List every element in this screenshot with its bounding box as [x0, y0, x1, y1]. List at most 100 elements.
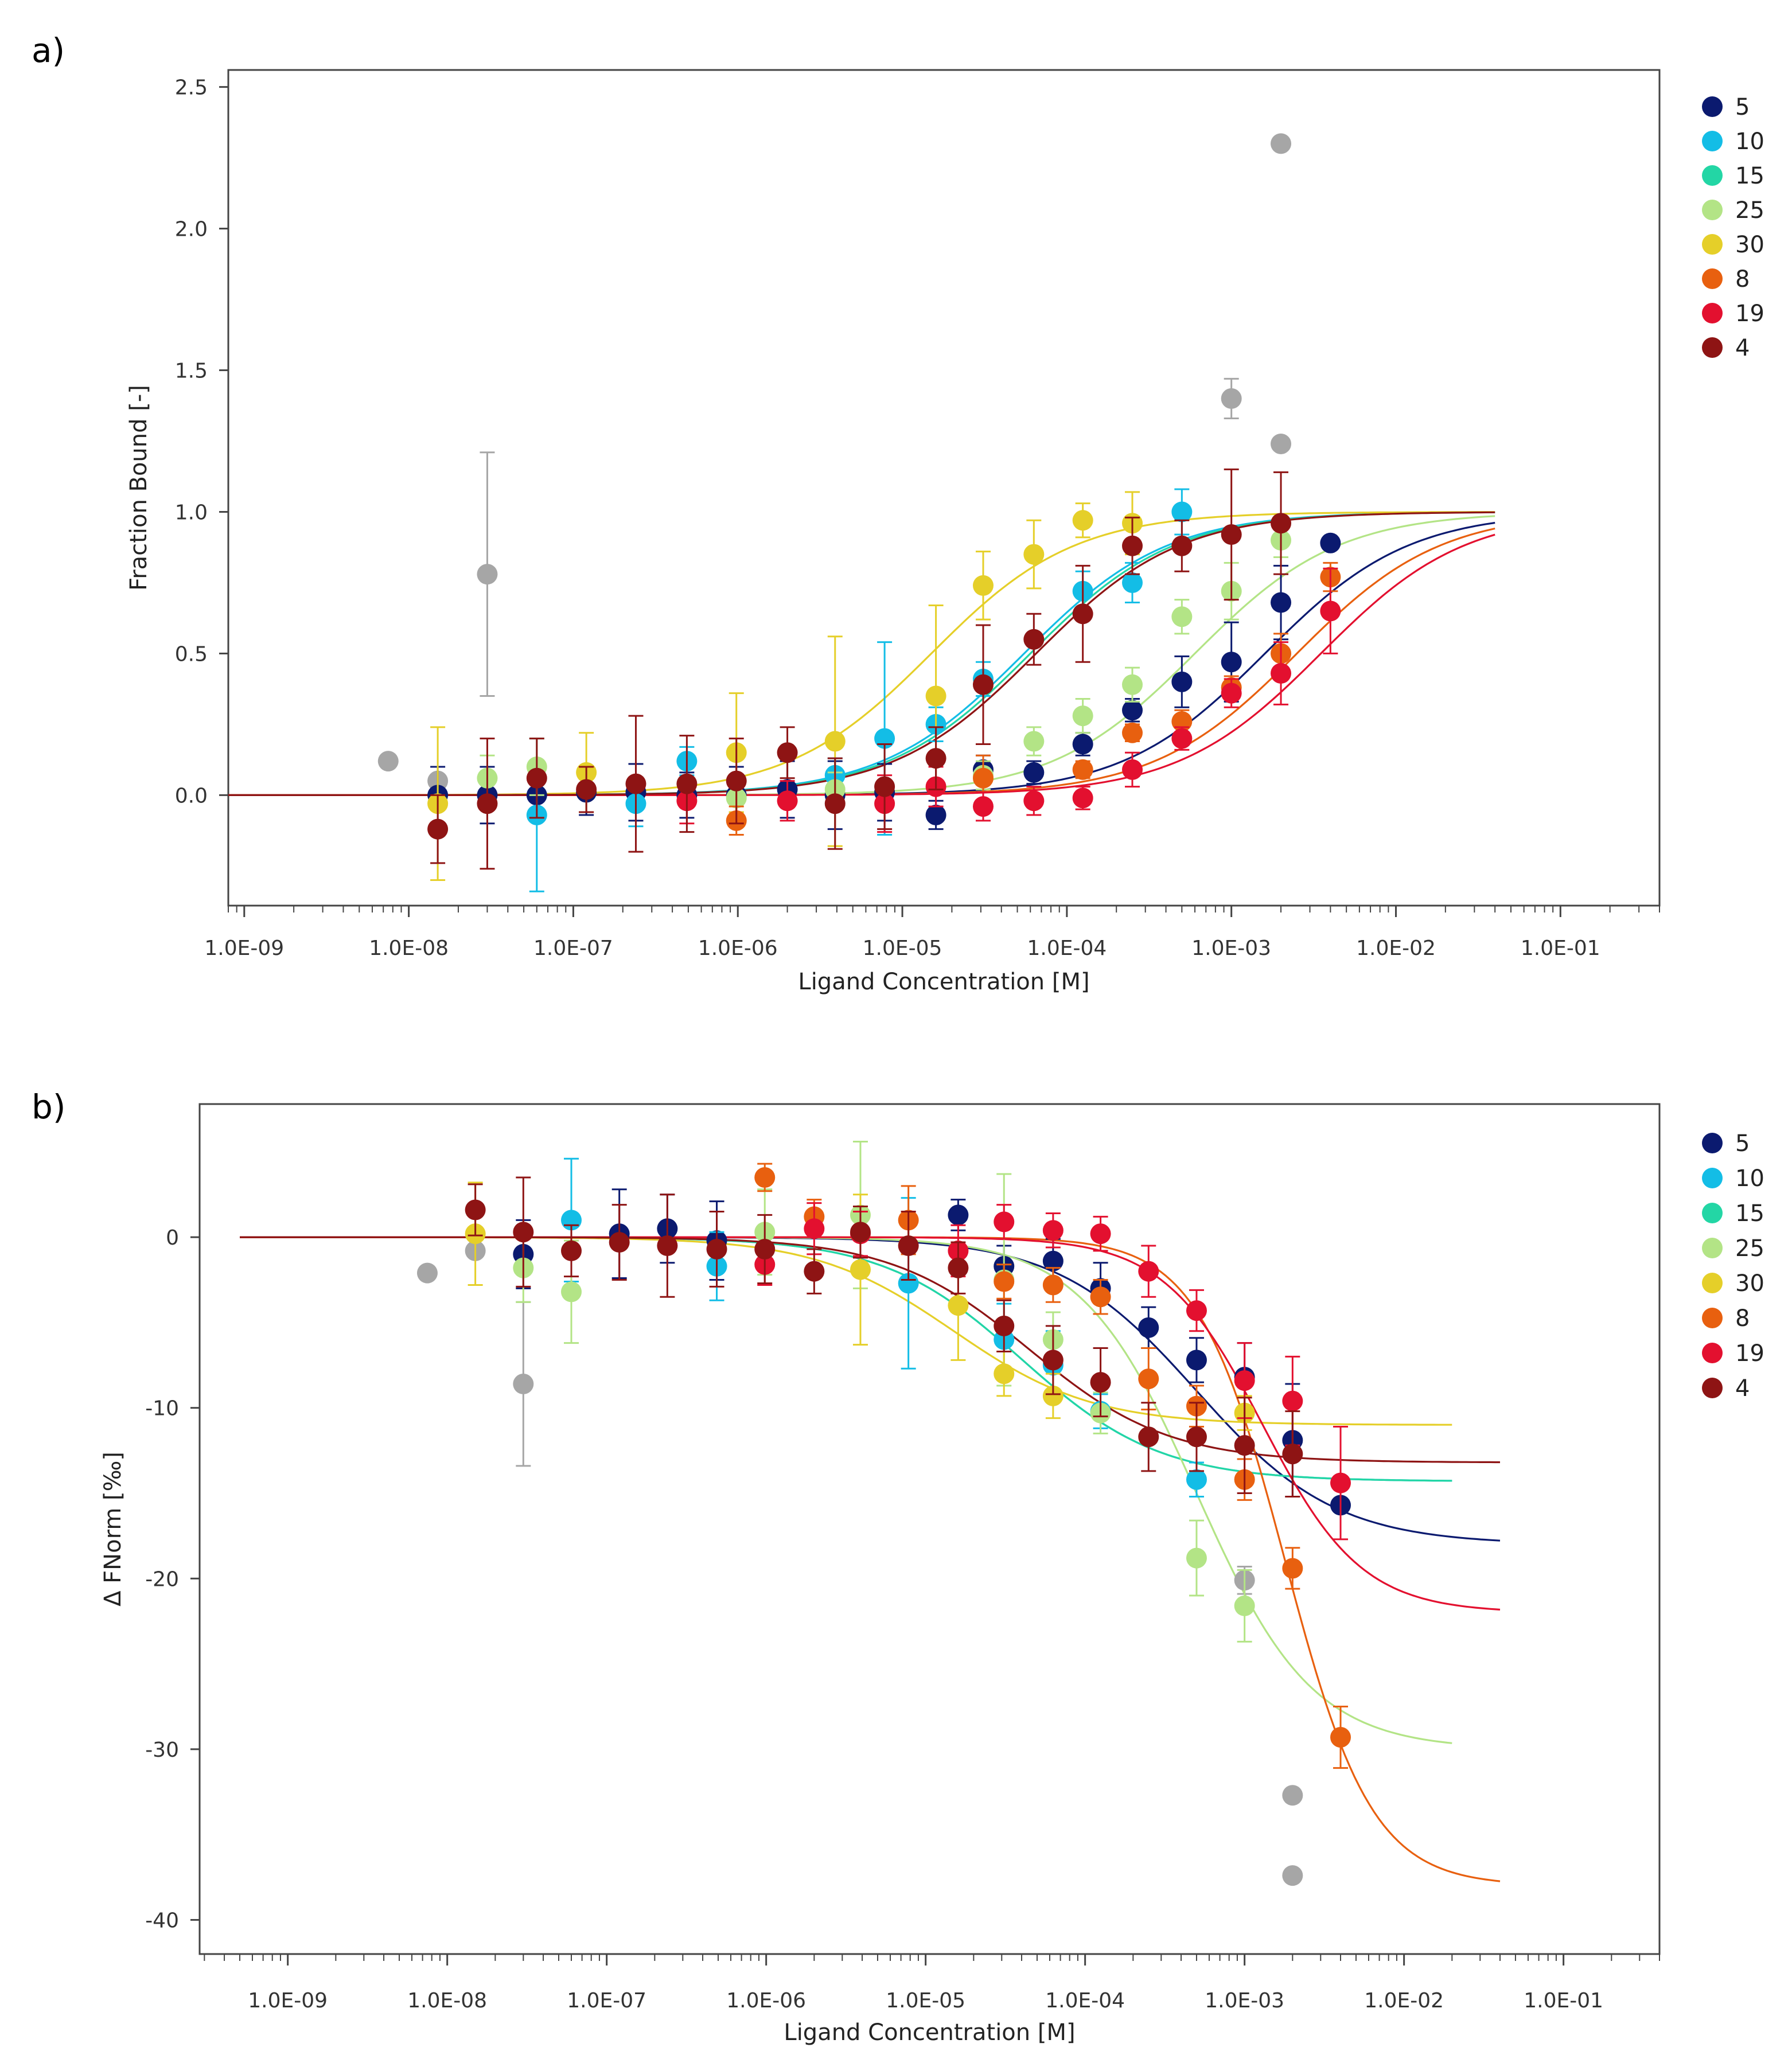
data-point-19 — [1171, 728, 1193, 749]
data-point-5 — [1320, 532, 1341, 553]
outlier-point — [1221, 388, 1242, 409]
data-point-4 — [754, 1238, 776, 1259]
legend-label-15: 15 — [1735, 1200, 1764, 1227]
data-point-25 — [1171, 606, 1193, 627]
data-point-19 — [972, 796, 994, 817]
data-point-8 — [972, 767, 994, 789]
panel-label: b) — [32, 1087, 65, 1126]
data-point-5 — [1221, 652, 1242, 673]
legend-marker-5 — [1702, 1133, 1723, 1153]
legend-label-30: 30 — [1735, 232, 1764, 258]
data-point-5 — [1186, 1350, 1207, 1371]
data-point-4 — [850, 1222, 871, 1243]
legend-marker-5 — [1702, 96, 1723, 117]
legend-label-8: 8 — [1735, 1305, 1750, 1332]
data-point-8 — [1122, 722, 1143, 743]
x-tick-label: 1.0E-09 — [248, 1989, 328, 2013]
data-point-4 — [804, 1261, 825, 1282]
legend-label-30: 30 — [1735, 1270, 1764, 1297]
data-point-4 — [874, 776, 895, 797]
legend-marker-8 — [1702, 1308, 1723, 1328]
data-point-4 — [1271, 513, 1292, 534]
data-point-19 — [994, 1211, 1015, 1233]
x-tick-label: 1.0E-01 — [1524, 1989, 1603, 2013]
y-tick-label: 0.5 — [175, 642, 208, 666]
data-point-10 — [1186, 1469, 1207, 1490]
data-point-5 — [948, 1204, 969, 1226]
x-tick-label: 1.0E-06 — [726, 1989, 806, 2013]
legend-label-19: 19 — [1735, 1340, 1764, 1367]
data-point-4 — [1090, 1372, 1111, 1393]
data-point-19 — [1138, 1261, 1159, 1282]
data-point-25 — [1186, 1547, 1207, 1569]
data-point-30 — [1072, 510, 1093, 531]
legend-label-15: 15 — [1735, 163, 1764, 189]
y-tick-label: 1.0 — [175, 501, 208, 524]
x-tick-label: 1.0E-09 — [204, 937, 284, 960]
data-point-4 — [1234, 1435, 1255, 1456]
x-tick-label: 1.0E-08 — [407, 1989, 487, 2013]
x-tick-label: 1.0E-01 — [1521, 937, 1600, 960]
legend-label-5: 5 — [1735, 94, 1750, 120]
data-point-8 — [1330, 1727, 1351, 1748]
y-tick-label: 0.0 — [175, 784, 208, 808]
y-axis-title: Δ FNorm [‰] — [100, 1452, 126, 1606]
x-tick-label: 1.0E-07 — [533, 937, 613, 960]
x-tick-label: 1.0E-08 — [369, 937, 449, 960]
data-point-4 — [465, 1199, 486, 1220]
y-tick-label: 2.5 — [175, 76, 208, 100]
data-point-30 — [994, 1363, 1015, 1385]
legend-marker-10 — [1702, 1168, 1723, 1188]
data-point-19 — [1282, 1390, 1303, 1411]
data-point-4 — [1221, 524, 1242, 545]
x-tick-label: 1.0E-04 — [1027, 937, 1107, 960]
x-axis-title: Ligand Concentration [M] — [798, 969, 1089, 995]
data-point-5 — [1072, 734, 1093, 755]
data-point-19 — [1221, 683, 1242, 704]
legend-label-25: 25 — [1735, 197, 1764, 224]
plot-frame — [198, 1103, 1661, 1955]
x-tick-label: 1.0E-05 — [886, 1989, 965, 2013]
data-point-4 — [898, 1235, 919, 1256]
y-tick-label: 0 — [166, 1226, 179, 1250]
panel-a: a) 0.0 0.5 1.0 1.5 2.0 2.5 1.0E-09 1.0E-08 1.0E-0… — [32, 31, 1764, 995]
legend-label-10: 10 — [1735, 128, 1764, 155]
data-point-19 — [1042, 1220, 1063, 1241]
data-point-19 — [1330, 1472, 1351, 1493]
legend-marker-30 — [1702, 1273, 1723, 1293]
legend-marker-30 — [1702, 234, 1723, 255]
legend-marker-4 — [1702, 1378, 1723, 1398]
data-point-4 — [1138, 1426, 1159, 1448]
data-point-4 — [625, 773, 646, 794]
data-point-4 — [1186, 1426, 1207, 1448]
x-tick-label: 1.0E-02 — [1356, 937, 1436, 960]
data-point-8 — [1042, 1274, 1063, 1296]
outlier-point — [377, 751, 399, 772]
data-point-4 — [824, 793, 846, 814]
legend-marker-8 — [1702, 268, 1723, 289]
x-tick-label: 1.0E-05 — [863, 937, 942, 960]
y-tick-label: -20 — [145, 1567, 179, 1591]
data-point-4 — [706, 1238, 727, 1259]
outlier-point — [1282, 1865, 1303, 1886]
panel-b: b) 0 -10 -20 -30 -40 1.0E-09 1.0E-08 1.0E-07 1.0E… — [32, 1087, 1764, 2046]
data-point-4 — [925, 748, 946, 769]
x-tick-label: 1.0E-03 — [1191, 937, 1271, 960]
legend-marker-19 — [1702, 303, 1723, 323]
data-point-5 — [1138, 1317, 1159, 1338]
data-point-30 — [1023, 544, 1045, 565]
y-tick-label: 1.5 — [175, 360, 208, 383]
data-point-4 — [427, 818, 449, 840]
data-point-19 — [1234, 1370, 1255, 1391]
x-tick-label: 1.0E-02 — [1364, 1989, 1444, 2013]
data-point-8 — [1072, 759, 1093, 780]
x-tick-label: 1.0E-07 — [567, 1989, 646, 2013]
data-point-4 — [1023, 629, 1045, 650]
data-point-10 — [1171, 501, 1193, 522]
y-tick-label: -40 — [145, 1909, 179, 1932]
data-point-8 — [754, 1167, 776, 1188]
data-point-4 — [576, 779, 597, 800]
outlier-point — [477, 564, 498, 585]
data-point-19 — [804, 1218, 825, 1239]
legend-label-5: 5 — [1735, 1130, 1750, 1157]
